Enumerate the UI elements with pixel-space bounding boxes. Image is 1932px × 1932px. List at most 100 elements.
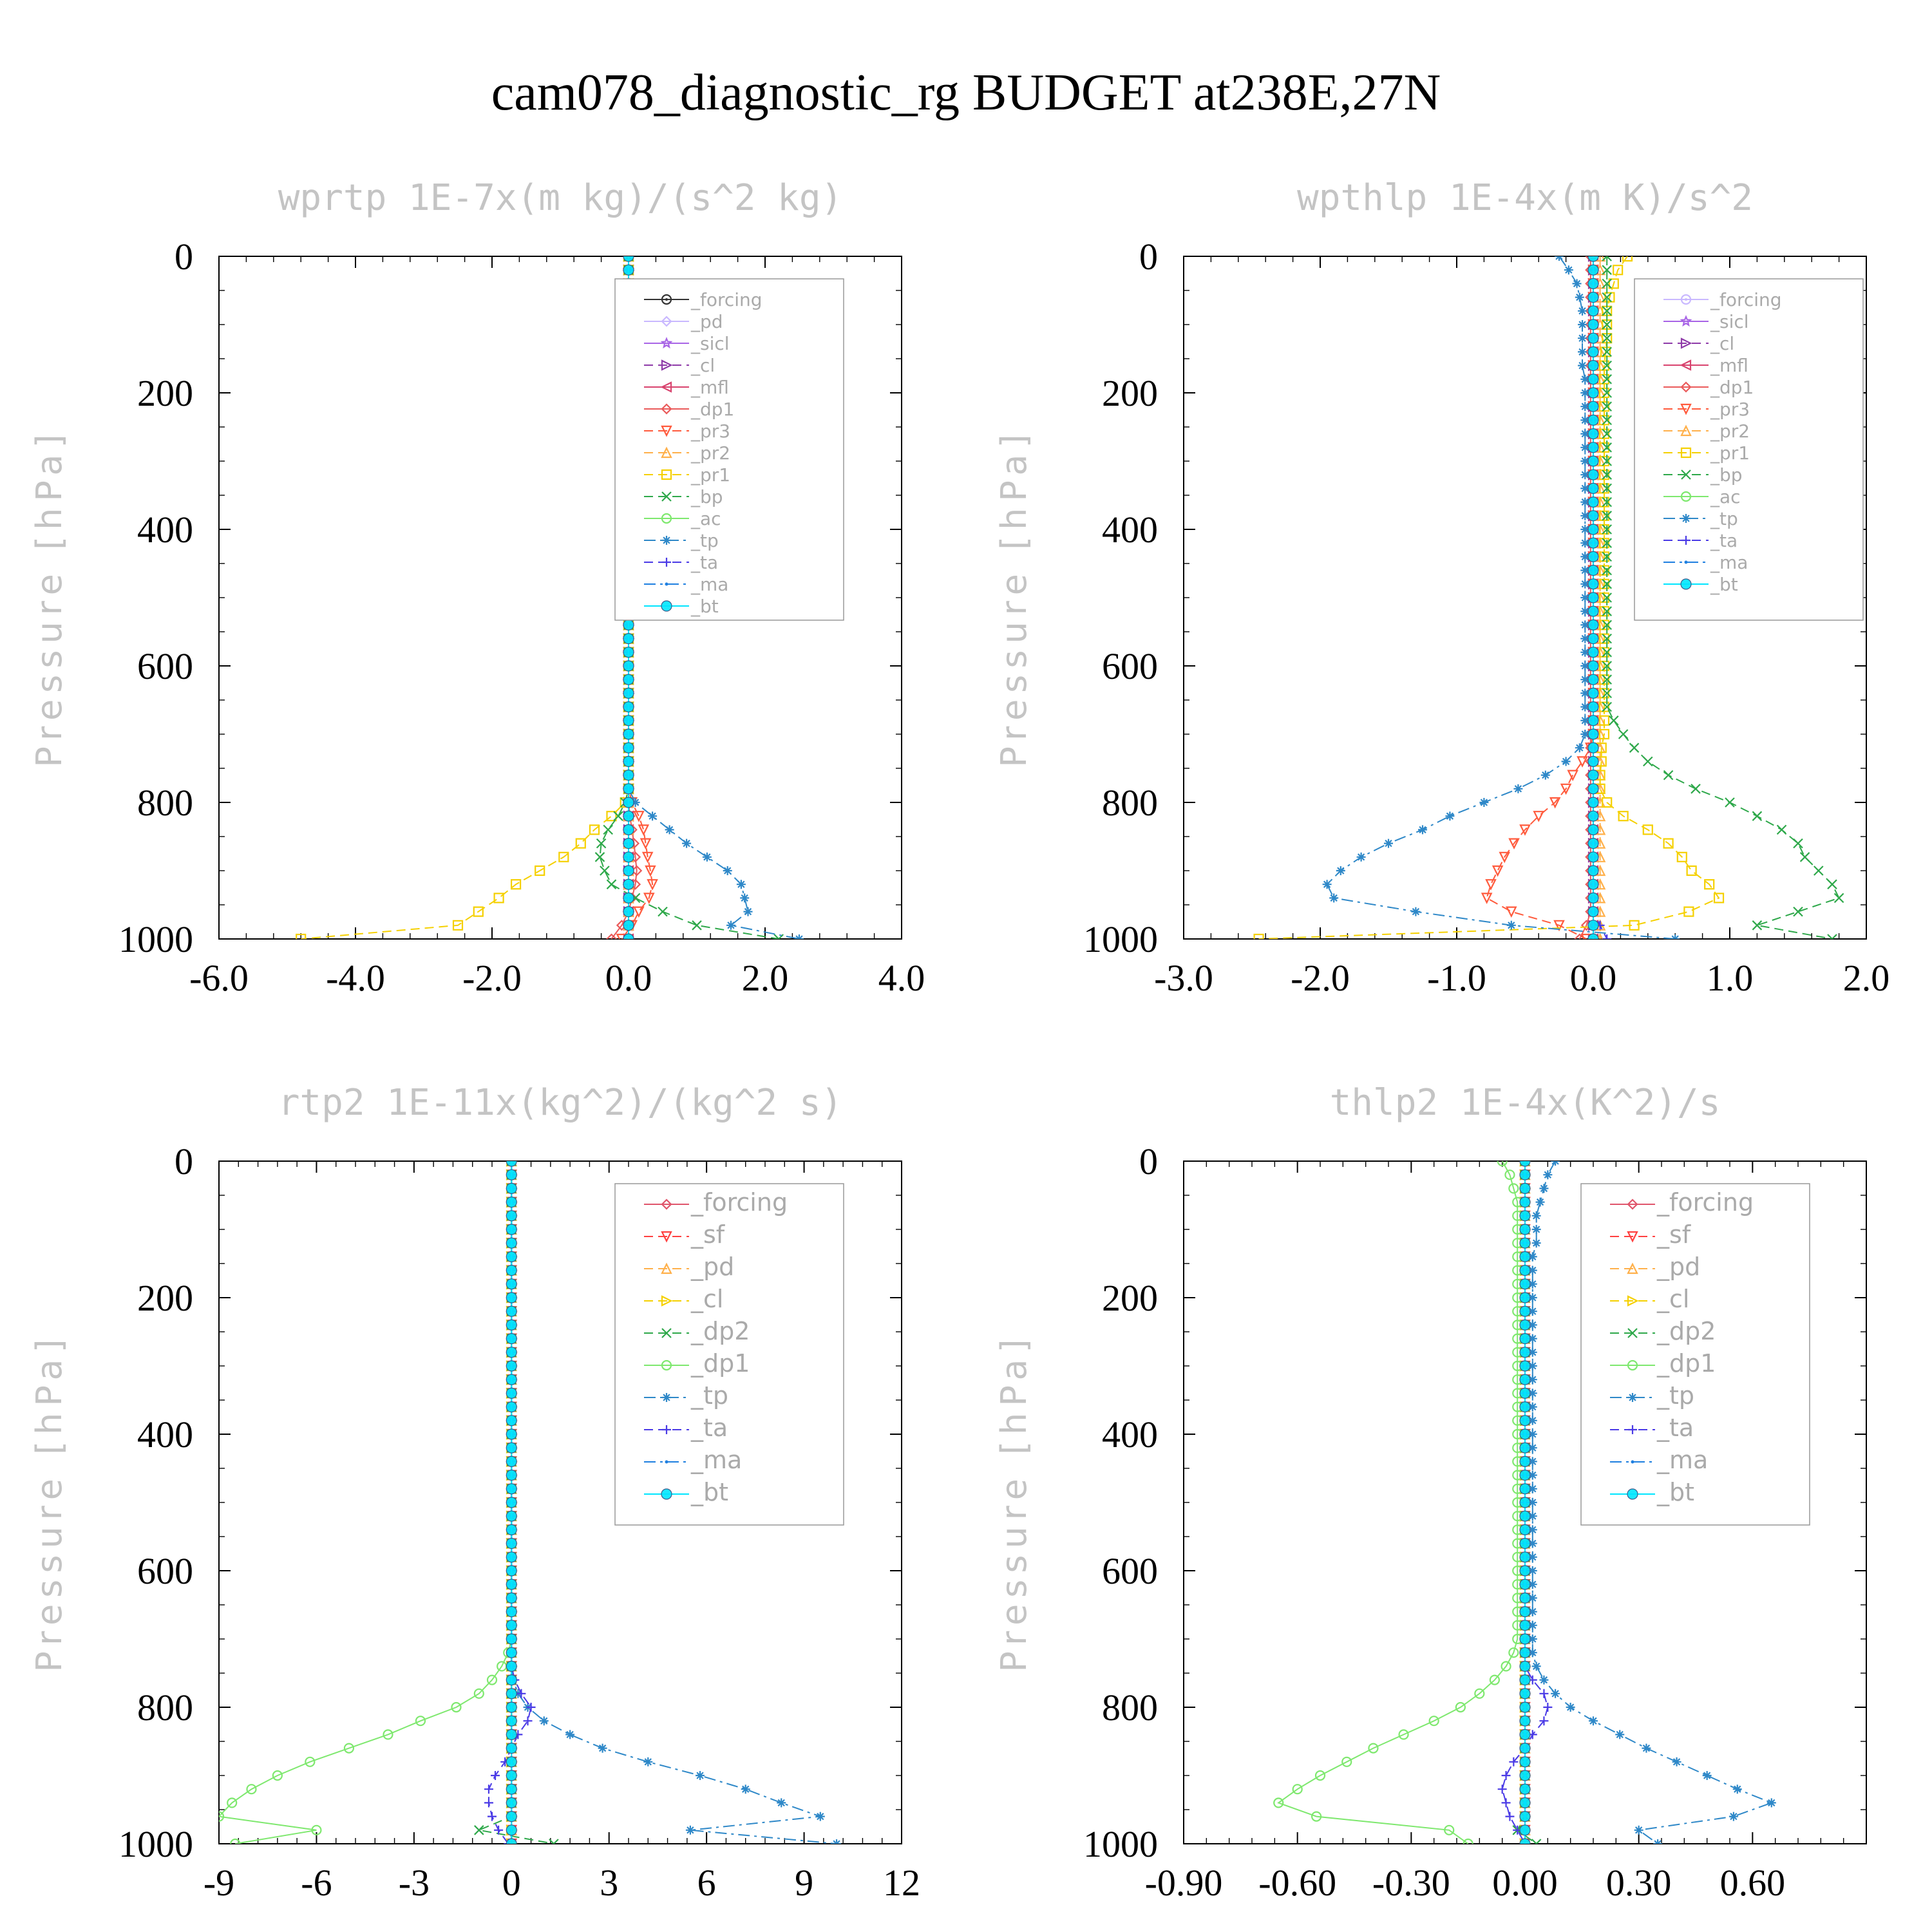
y-tick-label: 1000 bbox=[118, 1823, 193, 1865]
legend-marker bbox=[1627, 1198, 1638, 1210]
data-point bbox=[506, 1811, 517, 1823]
data-point bbox=[1587, 865, 1599, 876]
data-point bbox=[1598, 455, 1610, 467]
data-point bbox=[506, 1578, 517, 1590]
data-point bbox=[1602, 565, 1612, 576]
data-point bbox=[1560, 783, 1572, 795]
y-tick-label: 1000 bbox=[1083, 1823, 1158, 1865]
legend-label: _ta bbox=[690, 552, 718, 573]
data-point bbox=[596, 838, 607, 849]
y-tick-label: 0 bbox=[1139, 1141, 1158, 1182]
x-tick-label: -6.0 bbox=[189, 957, 249, 999]
data-point bbox=[1799, 852, 1810, 862]
data-point bbox=[1528, 1525, 1537, 1535]
data-point bbox=[1418, 825, 1427, 835]
data-point bbox=[726, 920, 735, 930]
legend-marker bbox=[661, 1198, 672, 1210]
legend-marker bbox=[1681, 514, 1690, 523]
legend: _forcing _sf _pd _cl _dp2 _dp1 _tp _ta _ma _bt bbox=[614, 1183, 844, 1526]
y-tick-label: 0 bbox=[1139, 236, 1158, 278]
data-point bbox=[1594, 256, 1606, 262]
legend-entry: _pr2 bbox=[1663, 421, 1750, 442]
data-point bbox=[1519, 1647, 1531, 1658]
y-tick-label: 800 bbox=[137, 1687, 193, 1728]
data-point bbox=[1580, 442, 1590, 452]
legend-entry: _bp bbox=[1663, 464, 1743, 486]
chart-panel-4: thlp2 1E-4x(K^2)/s Pressure [hPa] -0.90 -0.… bbox=[994, 1082, 1867, 1904]
data-point bbox=[1519, 1428, 1531, 1440]
data-point bbox=[623, 619, 634, 631]
data-point bbox=[1528, 1430, 1537, 1439]
data-point bbox=[1602, 306, 1612, 316]
data-point bbox=[623, 837, 634, 849]
data-point bbox=[506, 1182, 517, 1195]
legend-entry: _cl bbox=[1610, 1285, 1689, 1313]
legend-marker bbox=[1681, 536, 1690, 545]
data-point bbox=[1519, 1305, 1531, 1317]
data-point bbox=[1322, 880, 1332, 889]
data-point bbox=[638, 824, 650, 836]
data-point bbox=[1642, 1743, 1651, 1753]
data-point bbox=[1580, 511, 1590, 520]
x-tick-label: 2.0 bbox=[742, 957, 789, 999]
legend: _forcing_sicl_cl_mfl_dp1_pr3_pr2_pr1_bp_… bbox=[1634, 278, 1864, 621]
legend-entry: _sf bbox=[1610, 1220, 1692, 1249]
data-point bbox=[1587, 401, 1599, 412]
legend-entry: _dp2 bbox=[1610, 1317, 1716, 1345]
legend-label: _pr1 bbox=[1710, 442, 1750, 464]
legend-marker bbox=[661, 513, 672, 524]
legend-marker bbox=[661, 316, 672, 327]
data-point bbox=[623, 905, 634, 918]
legend-entry: _dp1 bbox=[1610, 1349, 1716, 1378]
data-point bbox=[1587, 687, 1599, 699]
data-point bbox=[1587, 537, 1599, 549]
data-point bbox=[1528, 1607, 1537, 1616]
legend-entry: _cl bbox=[644, 355, 715, 376]
data-point bbox=[1519, 1660, 1531, 1672]
data-point bbox=[1827, 879, 1837, 889]
data-point bbox=[1578, 320, 1587, 329]
legend-label: _ma bbox=[690, 1446, 742, 1474]
data-point bbox=[1587, 256, 1599, 262]
legend-label: _dp2 bbox=[690, 1317, 750, 1345]
legend-entry: _mfl bbox=[644, 377, 729, 398]
data-point bbox=[494, 1825, 504, 1835]
data-point bbox=[1411, 907, 1421, 916]
legend-entry: _bt bbox=[644, 596, 719, 617]
y-tick-label: 400 bbox=[137, 1414, 193, 1455]
data-point bbox=[1528, 1307, 1537, 1316]
data-point bbox=[1528, 1648, 1537, 1658]
legend-box bbox=[1634, 278, 1864, 621]
data-point bbox=[1587, 810, 1599, 822]
data-point bbox=[1519, 1333, 1531, 1345]
data-point bbox=[1519, 1455, 1531, 1467]
data-point bbox=[623, 920, 634, 931]
data-point bbox=[1531, 1839, 1542, 1844]
chart-panel-2: wpthlp 1E-4x(m K)/s^2 Pressure [hPa] -3.0 -… bbox=[994, 177, 1889, 999]
data-point bbox=[1663, 770, 1674, 781]
data-point bbox=[1598, 510, 1610, 521]
panel-title: wpthlp 1E-4x(m K)/s^2 bbox=[1297, 177, 1753, 219]
legend-entry: _ac bbox=[1663, 486, 1741, 507]
y-tick-label: 800 bbox=[1102, 782, 1158, 824]
data-point bbox=[1618, 811, 1629, 822]
data-point bbox=[1336, 866, 1345, 875]
y-tick-label: 400 bbox=[137, 509, 193, 551]
data-point bbox=[1531, 1238, 1541, 1248]
legend-entry: _ma bbox=[644, 574, 728, 595]
legend-label: _pr1 bbox=[690, 464, 730, 486]
legend-label: _mfl bbox=[1710, 355, 1748, 376]
data-point bbox=[623, 660, 634, 672]
data-point bbox=[1725, 797, 1735, 808]
data-point bbox=[1587, 524, 1599, 535]
data-point bbox=[1793, 838, 1803, 849]
data-point bbox=[491, 1771, 500, 1780]
y-tick-label: 400 bbox=[1102, 509, 1158, 551]
data-point bbox=[1602, 497, 1612, 507]
page-title: cam078_diagnostic_rg BUDGET at238E,27N bbox=[491, 64, 1441, 121]
legend-entry: _ma bbox=[1663, 552, 1748, 573]
legend-label: _ac bbox=[690, 508, 721, 529]
legend-marker bbox=[1680, 381, 1692, 393]
legend-marker bbox=[661, 491, 672, 502]
data-point bbox=[1602, 360, 1612, 371]
